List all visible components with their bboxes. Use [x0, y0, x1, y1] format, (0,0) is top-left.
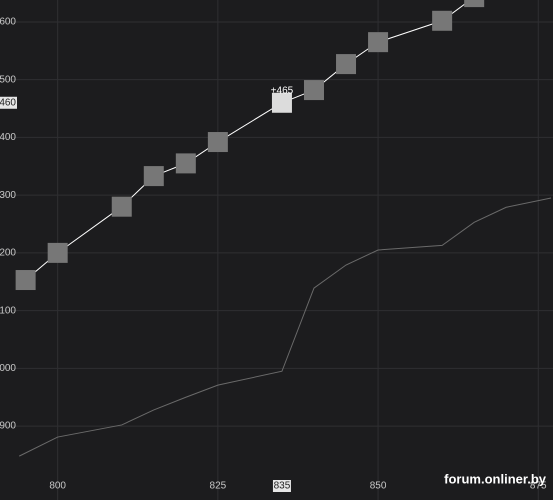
data-marker	[336, 54, 357, 75]
x-tick-label: 850	[370, 481, 387, 492]
series-line	[19, 197, 552, 457]
y-tick-label: 000	[0, 363, 16, 374]
x-tick-label: 800	[49, 481, 66, 492]
data-marker	[432, 10, 453, 31]
crosshair-y-label: 460	[0, 97, 16, 108]
data-marker	[368, 32, 389, 53]
y-tick-label: 100	[0, 305, 16, 316]
data-marker	[47, 242, 68, 263]
x-tick-label: 825	[210, 481, 227, 492]
y-tick-label: 300	[0, 190, 16, 201]
y-tick-label: 900	[0, 421, 16, 432]
crosshair-x-label-bg	[272, 480, 291, 492]
y-tick-label: 500	[0, 74, 16, 85]
series-line	[25, 0, 472, 281]
data-marker	[464, 0, 485, 8]
y-tick-label: 200	[0, 248, 16, 259]
crosshair-y-label-bg	[0, 96, 17, 109]
crosshair-x-label: 835	[274, 481, 291, 492]
data-marker	[207, 132, 228, 153]
data-marker	[143, 166, 164, 187]
watermark: forum.onliner.by	[444, 471, 547, 486]
data-marker	[175, 153, 196, 174]
data-marker	[303, 80, 324, 101]
y-tick-label: 400	[0, 132, 16, 143]
data-marker	[15, 270, 36, 291]
data-marker	[111, 196, 132, 217]
x-tick-label: 875	[530, 481, 547, 492]
y-tick-label: 600	[0, 17, 16, 28]
data-marker	[271, 92, 292, 113]
annotation: +465	[271, 85, 294, 96]
